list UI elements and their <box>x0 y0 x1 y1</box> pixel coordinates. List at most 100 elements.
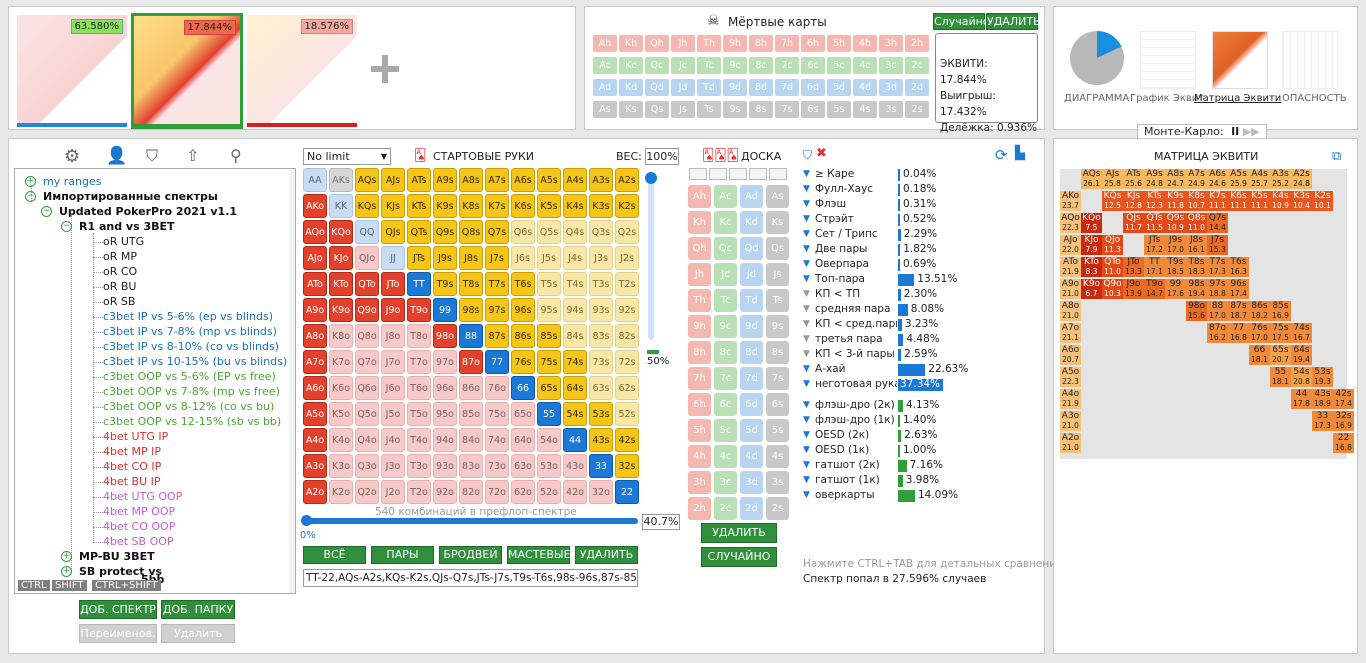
tree-item[interactable]: 4bet CO OOP <box>103 520 176 533</box>
matrix-cell[interactable]: A7o 21.1 <box>1060 323 1081 343</box>
hand-72s[interactable]: 72s <box>615 350 639 374</box>
hand-84o[interactable]: 84o <box>459 428 483 452</box>
dead-card-7c[interactable]: 7c <box>775 57 799 74</box>
stat-filter-icon[interactable]: ▼ <box>803 415 810 425</box>
matrix-cell[interactable]: T6s 16.3 <box>1228 257 1249 277</box>
board-card-5h[interactable]: 5h <box>688 419 711 442</box>
matrix-cell[interactable]: J7s 15.3 <box>1207 235 1228 255</box>
matrix-cell[interactable]: A6s 24.6 <box>1207 169 1228 189</box>
hand-Q7o[interactable]: Q7o <box>355 350 379 374</box>
board-card-3d[interactable]: 3d <box>740 471 763 494</box>
hand-K5s[interactable]: K5s <box>537 194 561 218</box>
hand-99[interactable]: 99 <box>433 298 457 322</box>
hand-K9o[interactable]: K9o <box>329 298 353 322</box>
weight-input[interactable]: 100% <box>645 148 679 165</box>
board-slot[interactable] <box>769 168 787 180</box>
tree-item[interactable]: MP-BU 3BET <box>79 550 155 563</box>
hand-86o[interactable]: 86o <box>459 376 483 400</box>
matrix-cell[interactable]: 88 17.0 <box>1207 301 1228 321</box>
hand-83o[interactable]: 83o <box>459 454 483 478</box>
dead-card-6h[interactable]: 6h <box>801 35 825 52</box>
hand-A6o[interactable]: A6o <box>303 376 327 400</box>
tree-item[interactable]: c3bet IP vs 10-15% (bu vs blinds) <box>103 355 288 368</box>
matrix-cell[interactable]: A3s 25.2 <box>1270 169 1291 189</box>
hand-Q5o[interactable]: Q5o <box>355 402 379 426</box>
dead-card-Th[interactable]: Th <box>697 35 721 52</box>
board-card-Qs[interactable]: Qs <box>766 237 789 260</box>
board-delete-button[interactable]: УДАЛИТЬ <box>701 523 777 543</box>
board-card-3c[interactable]: 3c <box>714 471 737 494</box>
clear-hands-button[interactable]: УДАЛИТЬ <box>575 546 638 564</box>
hand-J9o[interactable]: J9o <box>381 298 405 322</box>
hand-A5o[interactable]: A5o <box>303 402 327 426</box>
hand-22[interactable]: 22 <box>615 480 639 504</box>
hand-64o[interactable]: 64o <box>511 428 535 452</box>
matrix-cell[interactable]: QJs 11.7 <box>1123 213 1144 233</box>
board-card-Qc[interactable]: Qc <box>714 237 737 260</box>
hand-K7s[interactable]: K7s <box>485 194 509 218</box>
hand-96s[interactable]: 96s <box>511 298 535 322</box>
hand-95s[interactable]: 95s <box>537 298 561 322</box>
board-card-5d[interactable]: 5d <box>740 419 763 442</box>
matrix-cell[interactable]: A2s 24.8 <box>1291 169 1312 189</box>
hand-87o[interactable]: 87o <box>459 350 483 374</box>
stat-filter-icon[interactable]: ▼ <box>803 319 810 329</box>
tree-item[interactable]: c3bet OOP vs 5-6% (EP vs free) <box>103 370 276 383</box>
stat-filter-icon[interactable]: ▼ <box>803 259 810 269</box>
matrix-cell[interactable]: 42s 17.4 <box>1333 389 1354 409</box>
hand-64s[interactable]: 64s <box>563 376 587 400</box>
hand-Q3o[interactable]: Q3o <box>355 454 379 478</box>
ctrl-key[interactable]: CTRL <box>18 580 50 591</box>
board-card-8c[interactable]: 8c <box>714 341 737 364</box>
stat-filter-icon[interactable]: ▼ <box>803 229 810 239</box>
hand-62s[interactable]: 62s <box>615 376 639 400</box>
hand-AJo[interactable]: AJo <box>303 246 327 270</box>
hand-Q8o[interactable]: Q8o <box>355 324 379 348</box>
range-thumb-2[interactable]: 17.844% <box>131 13 243 129</box>
stat-filter-icon[interactable]: ▼ <box>803 490 810 500</box>
delete-range-button[interactable]: Удалить <box>161 624 235 643</box>
hand-42s[interactable]: 42s <box>615 428 639 452</box>
dead-card-5h[interactable]: 5h <box>827 35 851 52</box>
matrix-cell[interactable]: 55 18.1 <box>1270 367 1291 387</box>
board-card-6d[interactable]: 6d <box>740 393 763 416</box>
dead-random-button[interactable]: Случайно <box>933 13 990 30</box>
matrix-cell[interactable]: K2s 10.1 <box>1312 191 1333 211</box>
hand-A2o[interactable]: A2o <box>303 480 327 504</box>
hand-65o[interactable]: 65o <box>511 402 535 426</box>
dead-card-3d[interactable]: 3d <box>879 79 903 96</box>
matrix-cell[interactable]: A4s 25.7 <box>1249 169 1270 189</box>
danger-view[interactable] <box>1282 31 1338 89</box>
expand-icon[interactable]: + <box>25 176 36 187</box>
hand-K8o[interactable]: K8o <box>329 324 353 348</box>
matrix-cell[interactable]: 66 18.1 <box>1249 345 1270 365</box>
hand-KTo[interactable]: KTo <box>329 272 353 296</box>
hand-KJs[interactable]: KJs <box>381 194 405 218</box>
dead-card-6s[interactable]: 6s <box>801 101 825 118</box>
board-card-2s[interactable]: 2s <box>766 497 789 520</box>
hand-97s[interactable]: 97s <box>485 298 509 322</box>
dead-card-Qc[interactable]: Qc <box>645 57 669 74</box>
tree-item[interactable]: c3bet IP vs 5-6% (ep vs blinds) <box>103 310 273 323</box>
stat-filter-icon[interactable]: ▼ <box>803 460 810 470</box>
board-card-Jh[interactable]: Jh <box>688 263 711 286</box>
hand-A6s[interactable]: A6s <box>511 168 535 192</box>
matrix-cell[interactable]: ATs 25.6 <box>1123 169 1144 189</box>
hand-73o[interactable]: 73o <box>485 454 509 478</box>
hand-A4s[interactable]: A4s <box>563 168 587 192</box>
hand-JTo[interactable]: JTo <box>381 272 405 296</box>
board-card-4s[interactable]: 4s <box>766 445 789 468</box>
tab-equity-matrix[interactable]: Матрица Эквити <box>1194 93 1282 104</box>
dead-card-Ad[interactable]: Ad <box>593 79 617 96</box>
hand-KQo[interactable]: KQo <box>329 220 353 244</box>
hand-T8s[interactable]: T8s <box>459 272 483 296</box>
dead-card-7h[interactable]: 7h <box>775 35 799 52</box>
dead-card-7s[interactable]: 7s <box>775 101 799 118</box>
matrix-cell[interactable]: 87o 16.2 <box>1207 323 1228 343</box>
matrix-cell[interactable]: T9s 18.5 <box>1165 257 1186 277</box>
ctrl-shift-key[interactable]: CTRL+SHIFT <box>92 580 161 591</box>
hand-J2s[interactable]: J2s <box>615 246 639 270</box>
matrix-cell[interactable]: KTs 12.3 <box>1144 191 1165 211</box>
hand-J6s[interactable]: J6s <box>511 246 535 270</box>
matrix-cell[interactable]: 22 16.8 <box>1333 433 1354 453</box>
